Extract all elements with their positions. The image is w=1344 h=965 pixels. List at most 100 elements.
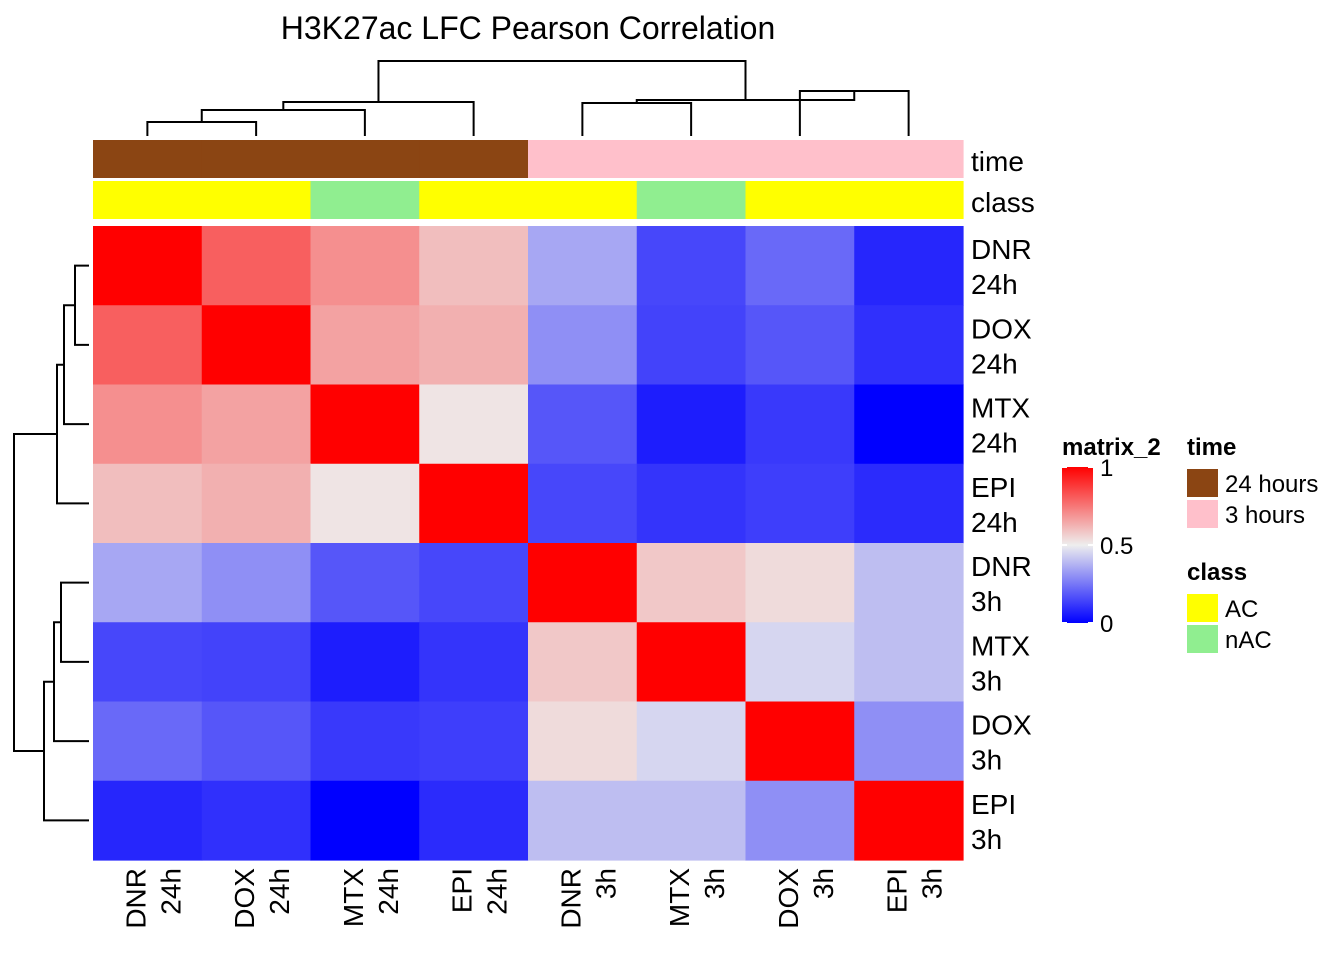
heatmap-cell-2-4 [528,384,638,465]
heatmap-cell-4-1 [201,543,312,623]
column-label: EPI 3h [882,868,948,913]
column-dendrogram-branch [581,102,693,136]
heatmap-cell-3-0 [93,463,203,544]
heatmap-cell-2-2 [310,384,420,465]
column-label-line: 24h [482,868,513,915]
color-scale-title: matrix_2 [1062,434,1161,461]
heatmap-cell-2-6 [745,384,855,465]
heatmap-cell-5-3 [419,622,529,703]
row-label: EPI 24h [971,472,1018,538]
row-label-line: 24h [971,348,1018,379]
heatmap-cell-0-0 [93,226,203,306]
column-label-line: 3h [590,868,621,899]
heatmap-cell-2-1 [201,384,312,465]
class-annotation-cell [636,181,747,219]
time-legend-swatch [1187,500,1218,528]
row-label: EPI 3h [971,789,1016,855]
chart-title: H3K27ac LFC Pearson Correlation [281,10,775,46]
column-label-line: 24h [264,868,295,915]
heatmap-cell-1-2 [310,305,420,386]
column-label: EPI 24h [447,868,513,915]
column-label-line: 24h [155,868,186,915]
heatmap-cell-4-2 [310,543,420,623]
row-label: MTX 3h [971,630,1030,696]
column-label-line: EPI [882,868,913,913]
column-label-line: 24h [373,868,404,915]
heatmap-cell-3-3 [419,463,529,544]
heatmap-cell-6-4 [528,701,638,782]
column-label-line: 3h [917,868,948,899]
heatmap-cell-3-5 [636,463,747,544]
class-legend: class AC nAC [1187,559,1272,654]
heatmap-cell-4-5 [636,543,747,623]
heatmap-cell-4-7 [854,543,964,623]
class-legend-swatch [1187,594,1218,622]
row-dendrogram-branch [60,581,89,663]
heatmap-cell-6-2 [310,701,420,782]
class-annotation-cell [310,181,420,219]
time-legend-title: time [1187,434,1236,461]
column-label-line: DOX [773,868,804,929]
row-label-line: EPI [971,472,1016,503]
heatmap-cell-7-6 [745,780,855,861]
heatmap-cell-7-1 [201,780,312,861]
class-legend-label: nAC [1225,627,1272,654]
heatmap-cells [93,226,964,861]
column-dendrogram-branch [146,121,258,136]
column-labels: DNR 24h DOX 24h MTX 24h EPI 24h DNR 3h MTX 3h DOX 3h E… [120,868,947,929]
heatmap-cell-0-4 [528,226,638,306]
heatmap-cell-3-2 [310,463,420,544]
class-annotation-cell [419,181,529,219]
time-legend-label: 3 hours [1225,502,1305,529]
heatmap-cell-1-5 [636,305,747,386]
heatmap-cell-6-3 [419,701,529,782]
heatmap-cell-3-1 [201,463,312,544]
time-annotation-cell [528,140,638,178]
heatmap-cell-3-7 [854,463,964,544]
heatmap-cell-0-5 [636,226,747,306]
heatmap-cell-2-3 [419,384,529,465]
row-label: MTX 24h [971,393,1030,459]
column-label-line: MTX [664,868,695,927]
class-annotation-cell [93,181,203,219]
column-label-line: DNR [120,868,151,929]
row-label: DNR 3h [971,551,1032,617]
row-label-line: MTX [971,393,1030,424]
heatmap-cell-5-1 [201,622,312,703]
class-legend-title: class [1187,559,1247,586]
column-label-line: MTX [338,868,369,927]
column-dendrogram [146,60,910,136]
time-legend: time 24 hours 3 hours [1187,434,1318,529]
heatmap-cell-4-3 [419,543,529,623]
heatmap-cell-1-0 [93,305,203,386]
heatmap-cell-6-6 [745,701,855,782]
row-dendrogram-branch [63,304,89,426]
row-label-line: DOX [971,313,1032,344]
row-dendrogram-root [13,433,57,753]
time-annotation-cell [636,140,747,178]
column-label-line: 3h [808,868,839,899]
row-label: DOX 3h [971,710,1032,776]
column-annotations: time class [93,140,1035,219]
column-label-line: DOX [229,868,260,929]
time-legend-label: 24 hours [1225,471,1318,498]
row-label-line: 24h [971,428,1018,459]
row-dendrogram [13,264,89,822]
row-label: DOX 24h [971,313,1032,379]
heatmap-cell-4-0 [93,543,203,623]
row-label-line: 3h [971,665,1002,696]
column-label: DOX 24h [229,868,295,929]
time-annotation-cell [854,140,964,178]
heatmap-cell-6-5 [636,701,747,782]
time-annotation-label: time [971,146,1024,177]
heatmap-cell-6-1 [201,701,312,782]
column-label: DNR 3h [555,868,621,929]
row-label-line: EPI [971,789,1016,820]
heatmap-cell-4-4 [528,543,638,623]
class-annotation-label: class [971,187,1035,218]
column-label-line: DNR [555,868,586,929]
heatmap-cell-7-7 [854,780,964,861]
row-label-line: 3h [971,824,1002,855]
color-scale-bar [1062,467,1093,623]
class-annotation-cell [201,181,312,219]
